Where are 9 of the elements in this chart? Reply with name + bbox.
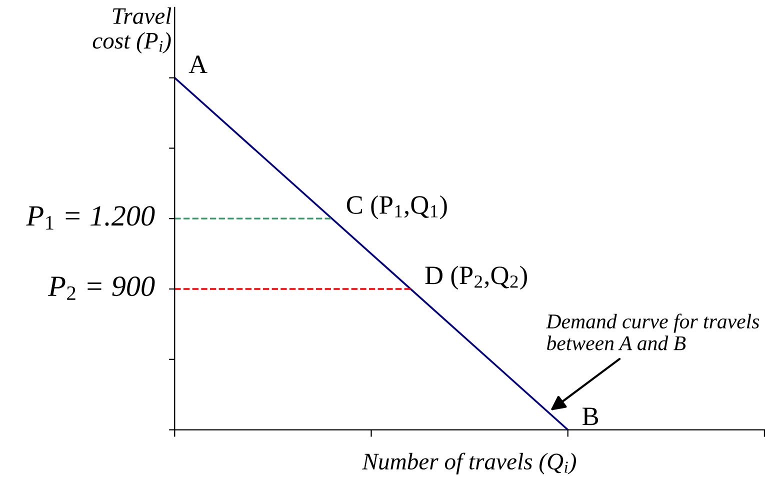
y-axis-title: Travel cost (P$_{i}$)	[92, 7, 172, 54]
ref-line-label: P$_{2}$ = 900	[48, 276, 155, 300]
annotation: C (P$_{1}$,Q$_{1}$)	[346, 195, 447, 220]
annotation: A	[188, 56, 208, 74]
ref-line-label: P$_{1}$ = 1.200	[26, 206, 155, 230]
annotation: B	[582, 408, 598, 426]
x-axis-title: Number of travels (Q$_{i}$)	[362, 452, 576, 474]
annotation: D (P$_{2}$,Q$_{2}$)	[425, 266, 527, 290]
annotation: Demand curve for travels between A and B	[546, 314, 760, 350]
